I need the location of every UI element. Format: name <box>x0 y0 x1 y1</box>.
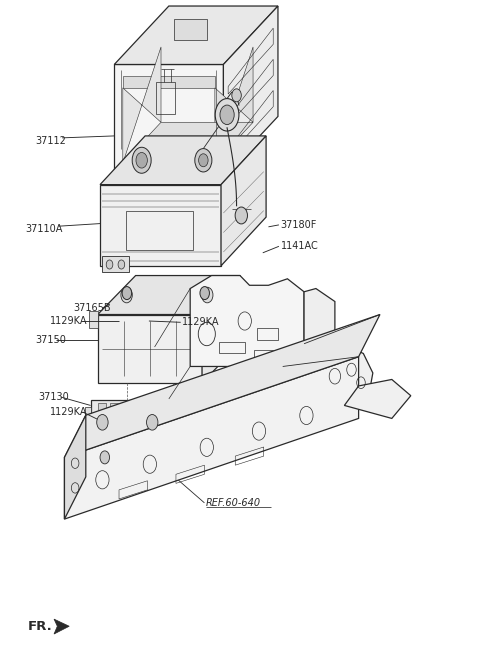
Polygon shape <box>85 407 91 438</box>
Polygon shape <box>306 347 373 405</box>
Polygon shape <box>136 403 144 441</box>
Text: 37130: 37130 <box>38 392 69 402</box>
Polygon shape <box>123 47 161 163</box>
Circle shape <box>100 451 109 464</box>
Polygon shape <box>100 185 221 266</box>
Text: FR.: FR. <box>27 620 52 633</box>
Text: 1129KA: 1129KA <box>50 316 88 326</box>
Polygon shape <box>110 403 119 441</box>
Circle shape <box>121 288 132 303</box>
Polygon shape <box>344 379 411 419</box>
Circle shape <box>136 153 147 168</box>
Polygon shape <box>54 619 69 634</box>
Polygon shape <box>89 311 97 328</box>
Circle shape <box>220 105 234 124</box>
Polygon shape <box>123 122 253 163</box>
Circle shape <box>200 287 209 299</box>
Circle shape <box>122 287 132 299</box>
Polygon shape <box>174 19 207 41</box>
Polygon shape <box>223 6 278 175</box>
Polygon shape <box>64 357 359 519</box>
Polygon shape <box>221 136 266 266</box>
Text: 1129KA: 1129KA <box>50 407 88 417</box>
Text: REF.60-640: REF.60-640 <box>206 498 261 508</box>
Circle shape <box>199 154 208 167</box>
Polygon shape <box>202 320 215 328</box>
Text: 37110A: 37110A <box>25 225 63 234</box>
Text: 37150: 37150 <box>35 335 66 345</box>
Polygon shape <box>190 276 304 366</box>
Polygon shape <box>102 256 129 272</box>
Polygon shape <box>123 76 215 88</box>
Polygon shape <box>91 400 164 444</box>
Polygon shape <box>97 403 106 441</box>
Circle shape <box>215 98 239 131</box>
Polygon shape <box>97 314 202 383</box>
Circle shape <box>146 415 158 430</box>
Polygon shape <box>100 136 266 185</box>
Polygon shape <box>202 276 240 383</box>
Polygon shape <box>114 6 278 64</box>
Circle shape <box>106 260 113 269</box>
Polygon shape <box>215 47 253 163</box>
Text: 1129KA: 1129KA <box>182 317 220 328</box>
Text: 37180F: 37180F <box>281 220 317 230</box>
Circle shape <box>232 89 241 102</box>
Circle shape <box>132 147 151 174</box>
Text: 1141AC: 1141AC <box>281 241 319 252</box>
Polygon shape <box>278 289 335 379</box>
Circle shape <box>235 207 248 224</box>
Polygon shape <box>64 415 86 519</box>
Circle shape <box>118 260 125 269</box>
Circle shape <box>202 288 213 303</box>
Polygon shape <box>114 64 223 175</box>
Polygon shape <box>164 407 170 438</box>
Circle shape <box>195 149 212 172</box>
Polygon shape <box>97 276 240 314</box>
Circle shape <box>96 415 108 430</box>
Text: 37165B: 37165B <box>73 303 110 313</box>
Polygon shape <box>64 314 380 457</box>
Polygon shape <box>149 403 157 441</box>
Polygon shape <box>123 403 132 441</box>
Text: 37112: 37112 <box>35 136 66 146</box>
